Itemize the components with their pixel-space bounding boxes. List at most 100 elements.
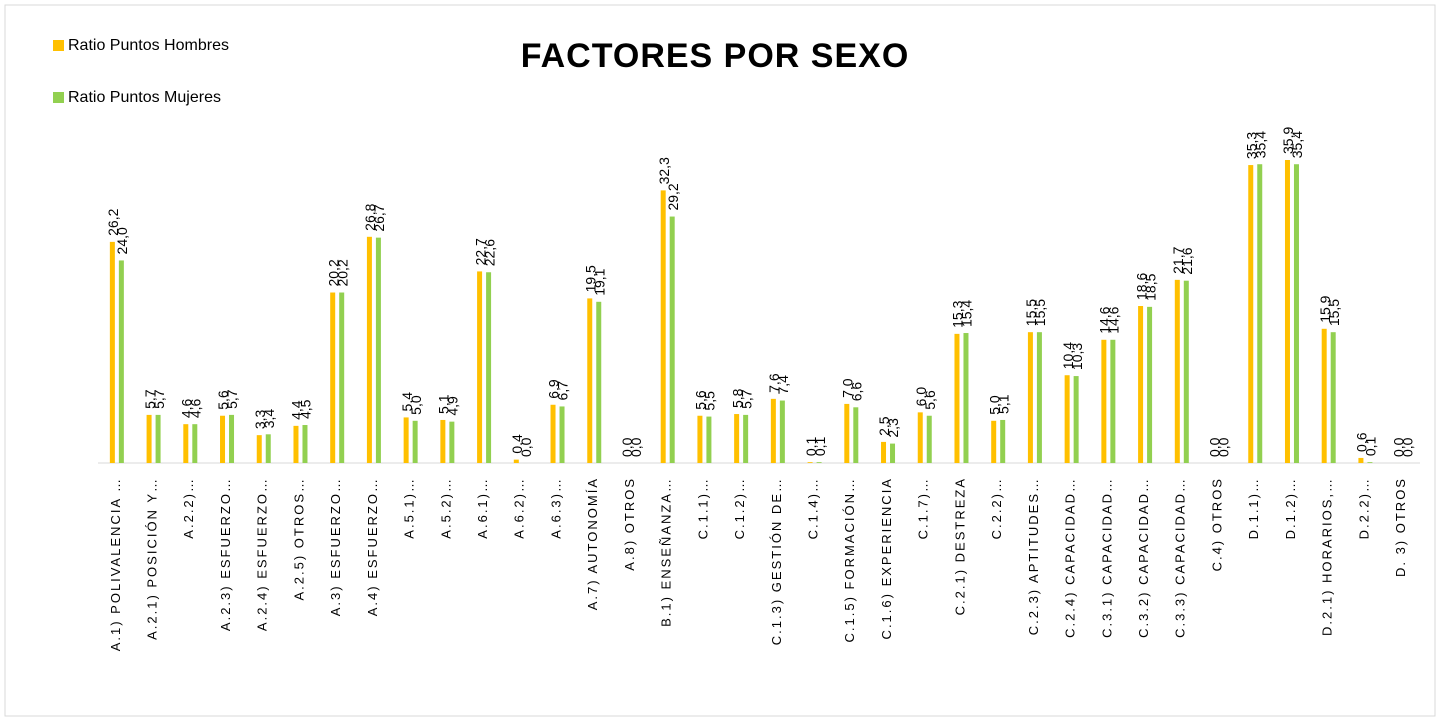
bar (1358, 457, 1364, 463)
value-label: 5,6 (693, 390, 709, 410)
value-label: 5,6 (215, 390, 231, 410)
bar (1147, 306, 1153, 463)
bar (440, 419, 446, 463)
value-label: 35,3 (1243, 132, 1259, 159)
value-label: 5,5 (702, 391, 718, 411)
x-tick-label: A.7) AUTONOMÍA (585, 477, 600, 610)
bar (1101, 339, 1107, 463)
x-tick-label: C.2.3) APTITUDES… (1026, 477, 1041, 635)
bar (743, 414, 749, 463)
bar (954, 333, 960, 463)
bar (1330, 332, 1336, 463)
bar (477, 271, 483, 463)
x-tick-label: B.1) ENSEÑANZA… (659, 477, 674, 627)
value-label: 29,2 (665, 183, 681, 210)
value-label: 6,7 (555, 381, 571, 401)
x-tick-label: A.2.2)… (181, 477, 196, 539)
bar (963, 333, 969, 463)
value-label: 15,5 (1326, 299, 1342, 326)
x-tick-label: A.8) OTROS (622, 477, 637, 571)
legend-swatch (53, 92, 64, 103)
value-label: 15,5 (1023, 299, 1039, 326)
legend-label: Ratio Puntos Hombres (68, 37, 229, 54)
bar (1174, 279, 1180, 463)
x-tick-label: C.1.3) GESTIÓN DE… (769, 477, 784, 645)
value-label: 5,7 (224, 389, 240, 409)
bar (807, 462, 813, 463)
x-tick-label: A.1) POLIVALENCIA … (108, 477, 123, 651)
bar (256, 435, 262, 463)
x-tick-label: A.2.1) POSICIÓN Y… (145, 477, 160, 640)
value-label: 26,2 (105, 208, 121, 235)
bar (265, 434, 271, 463)
x-tick-label: A.3) ESFUERZO… (328, 477, 343, 616)
bar (118, 260, 124, 463)
x-tick-label: A.5.2)… (438, 477, 453, 539)
bar (1073, 376, 1079, 463)
value-label: 26,7 (371, 204, 387, 231)
x-tick-label: C.1.6) EXPERIENCIA (879, 477, 894, 639)
value-label: 4,6 (188, 399, 204, 419)
bar (1110, 339, 1116, 463)
bar (220, 415, 226, 463)
bar (229, 414, 235, 463)
bar (1036, 332, 1042, 463)
x-tick-label: C.1.5) FORMACIÓN… (842, 477, 857, 642)
value-label: 14,6 (1106, 306, 1122, 333)
value-label: 5,6 (922, 390, 938, 410)
bar (1284, 160, 1290, 463)
bar (366, 236, 372, 463)
x-tick-label: A.6.3)… (548, 477, 563, 539)
value-label: 0,0 (1216, 437, 1232, 457)
value-label: 35,9 (1280, 127, 1296, 154)
bar (293, 425, 299, 463)
bar (302, 425, 308, 463)
value-label: 6,6 (849, 382, 865, 402)
bar (449, 421, 455, 463)
x-tick-label: A.2.3) ESFUERZO… (218, 477, 233, 631)
x-tick-label: C.3.3) CAPACIDAD… (1173, 477, 1188, 638)
bar (109, 241, 115, 463)
x-tick-label: C.4) OTROS (1209, 477, 1224, 571)
bar (770, 398, 776, 463)
legend-swatch (53, 40, 64, 51)
bar (1321, 328, 1327, 463)
x-tick-label: A.2.4) ESFUERZO… (255, 477, 270, 631)
value-label: 2,3 (885, 418, 901, 438)
value-label: 0,0 (619, 437, 635, 457)
value-label: 0,1 (812, 436, 828, 456)
x-tick-label: D.1.1)… (1246, 477, 1261, 539)
x-tick-label: A.4) ESFUERZO… (365, 477, 380, 616)
bar (890, 443, 896, 463)
bar (596, 301, 602, 463)
bar (146, 414, 152, 463)
bar (1000, 419, 1006, 463)
bar (853, 407, 859, 463)
value-label: 26,8 (362, 203, 378, 230)
bar (559, 406, 565, 463)
value-label: 0,0 (1390, 437, 1406, 457)
value-label: 4,9 (445, 396, 461, 416)
bar (1367, 462, 1373, 463)
value-label: 2,5 (876, 416, 892, 436)
bar (917, 412, 923, 463)
value-label: 14,6 (1097, 306, 1113, 333)
value-label: 0,0 (518, 437, 534, 457)
x-tick-label: A.2.5) OTROS… (291, 477, 306, 601)
value-label: 4,6 (179, 399, 195, 419)
value-label: 21,6 (1179, 247, 1195, 274)
value-label: 4,4 (289, 400, 305, 420)
bar (192, 424, 198, 463)
value-label: 15,9 (1317, 295, 1333, 322)
bar (1293, 164, 1299, 463)
value-label: 20,2 (325, 259, 341, 286)
x-tick-label: D. 3) OTROS (1393, 477, 1408, 577)
x-tick-label: C.2.2)… (989, 477, 1004, 539)
bar (375, 237, 381, 463)
bar (486, 272, 492, 463)
chart-frame (4, 4, 1436, 717)
value-label: 32,3 (656, 157, 672, 184)
value-label: 5,7 (151, 389, 167, 409)
x-tick-label: C.1.1)… (695, 477, 710, 539)
value-label: 22,6 (481, 239, 497, 266)
